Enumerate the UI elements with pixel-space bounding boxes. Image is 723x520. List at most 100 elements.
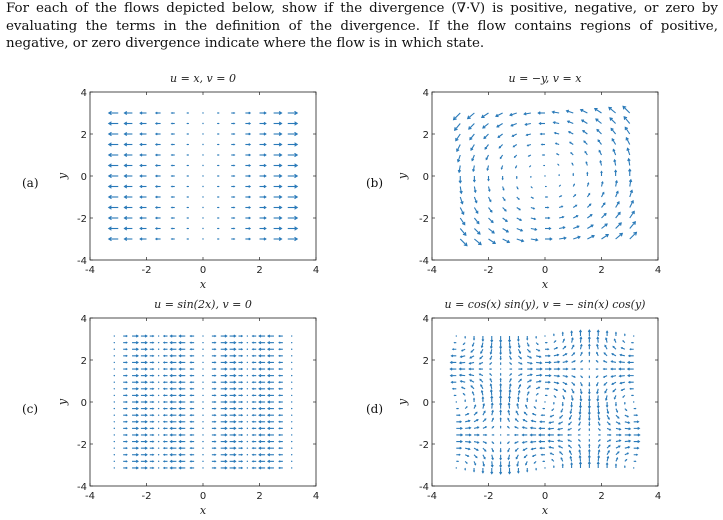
- vector-arrow: [509, 112, 517, 117]
- vector-arrow: [489, 377, 493, 383]
- vector-arrow: [597, 139, 602, 145]
- vector-arrow: [132, 354, 139, 358]
- arrow-head: [485, 433, 488, 437]
- arrow-head: [278, 387, 281, 390]
- arrow-head: [596, 391, 599, 395]
- vector-arrow: [579, 336, 583, 343]
- vector-arrow: [571, 388, 575, 394]
- arrow-head: [169, 387, 173, 391]
- arrow-head: [499, 339, 503, 344]
- vector-arrow: [539, 446, 545, 450]
- vector-arrow: [186, 112, 189, 114]
- vector-arrow: [123, 132, 133, 136]
- arrow-head: [135, 433, 139, 437]
- arrow-head: [178, 360, 182, 365]
- vector-arrow: [474, 238, 482, 246]
- arrow-head: [598, 429, 601, 431]
- vector-arrow: [259, 174, 267, 178]
- vector-arrow: [580, 368, 584, 370]
- arrow-head: [162, 341, 166, 344]
- vector-arrow: [189, 354, 195, 357]
- vector-arrow: [149, 447, 155, 450]
- arrow-shaft: [524, 112, 531, 115]
- vector-arrow: [202, 460, 204, 463]
- vector-arrow: [107, 194, 119, 200]
- arrow-head: [484, 441, 488, 444]
- arrow-head: [214, 427, 217, 430]
- arrow-head: [627, 446, 631, 449]
- vector-arrow: [123, 163, 133, 168]
- vector-arrow: [189, 374, 195, 377]
- vector-arrow: [238, 341, 244, 344]
- vector-arrow: [267, 334, 274, 338]
- vector-arrow: [139, 216, 147, 220]
- arrow-head: [523, 456, 526, 459]
- arrow-head: [469, 356, 472, 359]
- vector-arrow: [606, 455, 610, 462]
- vector-arrow: [523, 112, 531, 116]
- arrow-shaft: [587, 224, 594, 229]
- vector-arrow: [620, 388, 626, 392]
- arrow-head: [214, 348, 217, 351]
- vector-arrow: [259, 163, 267, 168]
- vector-arrow: [107, 205, 119, 210]
- arrow-head: [600, 170, 603, 174]
- vector-arrow: [527, 154, 532, 157]
- arrow-head: [617, 451, 620, 454]
- vector-arrow: [113, 467, 115, 469]
- arrow-head: [162, 354, 166, 357]
- vector-arrow: [273, 142, 283, 147]
- vector-arrow: [157, 341, 160, 344]
- vector-arrow: [245, 122, 252, 125]
- vector-arrow: [567, 131, 574, 135]
- arrow-head: [571, 162, 574, 165]
- arrow-head: [162, 447, 166, 450]
- arrow-head: [214, 400, 217, 404]
- arrow-head: [162, 387, 166, 390]
- arrow-head: [510, 123, 514, 127]
- vector-arrow: [211, 447, 217, 450]
- vector-arrow: [622, 105, 631, 114]
- arrow-head: [240, 447, 244, 450]
- arrow-head: [144, 347, 148, 351]
- arrow-head: [551, 409, 554, 412]
- vector-arrow: [464, 406, 468, 409]
- arrow-head: [629, 387, 632, 390]
- arrow-head: [233, 380, 237, 384]
- vector-arrow: [251, 354, 257, 357]
- vector-arrow: [113, 368, 115, 370]
- vector-arrow: [220, 413, 228, 417]
- arrow-head: [251, 374, 254, 377]
- vector-arrow: [606, 449, 610, 456]
- arrow-head: [616, 410, 619, 413]
- x-tick-label: 2: [256, 265, 262, 276]
- vector-arrow: [220, 393, 228, 397]
- vector-arrow: [624, 126, 631, 135]
- panel-title: u = cos(x) sin(y), v = − sin(x) cos(y): [445, 298, 646, 311]
- vector-arrow: [517, 396, 520, 402]
- arrow-head: [503, 198, 506, 202]
- vector-arrow: [626, 367, 634, 371]
- arrow-head: [618, 367, 622, 371]
- arrow-head: [499, 358, 502, 361]
- arrow-head: [499, 417, 502, 420]
- vector-arrow: [514, 441, 519, 444]
- arrow-head: [588, 192, 591, 196]
- arrow-head: [214, 374, 217, 377]
- vector-arrow: [542, 460, 545, 463]
- x-tick-label: 2: [256, 491, 262, 502]
- arrow-head: [263, 184, 267, 189]
- arrow-head: [614, 404, 618, 407]
- arrow-head: [471, 344, 474, 347]
- arrow-head: [278, 334, 281, 338]
- arrow-head: [467, 454, 470, 457]
- vector-arrow: [211, 367, 217, 371]
- arrow-head: [567, 439, 570, 442]
- vector-arrow: [615, 408, 619, 413]
- vector-arrow: [491, 434, 495, 436]
- x-tick-label: 0: [200, 265, 206, 276]
- arrow-head: [233, 453, 237, 457]
- arrow-head: [635, 453, 639, 456]
- arrow-head: [627, 354, 631, 358]
